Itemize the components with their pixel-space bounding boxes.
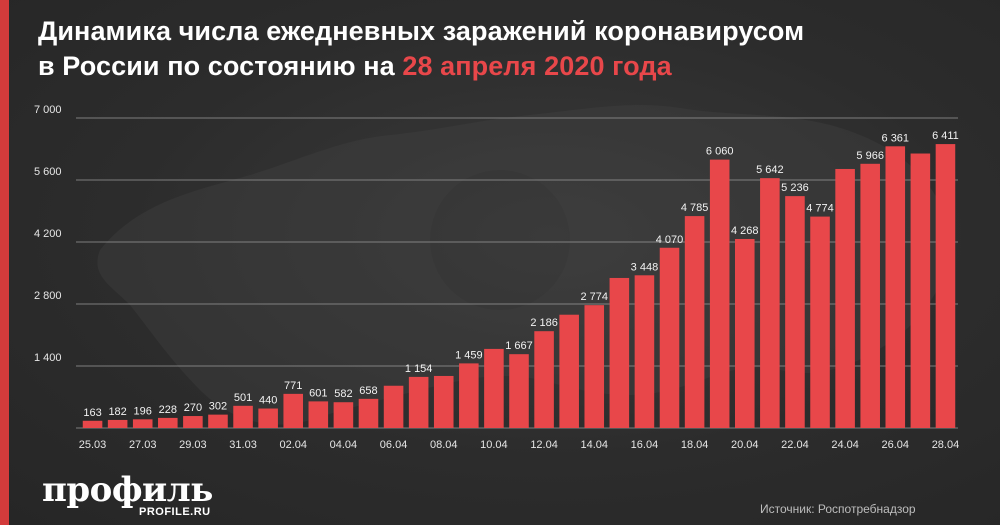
x-tick-label: 22.04 (781, 439, 809, 451)
bar-12.04 (534, 331, 554, 428)
x-tick-label: 08.04 (430, 439, 458, 451)
data-label: 1 459 (455, 349, 483, 361)
bar-18.04 (684, 216, 705, 428)
bar-chart: 163 182 196 228 270 302 501 440 771 601 582 658 1 15… (34, 104, 960, 451)
x-tick-label: 16.04 (631, 439, 659, 451)
bar-28.04 (935, 144, 956, 428)
data-label: 228 (159, 404, 177, 416)
data-label: 5 966 (856, 150, 884, 162)
bar-06.04 (383, 385, 404, 428)
data-label: 5 236 (781, 182, 809, 194)
accent-stripe (0, 0, 9, 525)
data-label: 4 070 (656, 234, 684, 246)
bar-24.04 (835, 168, 855, 429)
bar-29.03 (183, 416, 203, 428)
bar-27.03 (132, 419, 153, 428)
bar-17.04 (659, 247, 680, 428)
data-label: 4 268 (731, 225, 759, 237)
data-label: 270 (184, 402, 202, 414)
x-tick-label: 29.03 (179, 439, 207, 451)
bar-27.04 (910, 153, 931, 428)
data-label: 601 (309, 387, 327, 399)
bar-25.03 (82, 420, 103, 428)
bar-16.04 (634, 275, 655, 428)
x-tick-label: 26.04 (882, 439, 910, 451)
data-label: 196 (134, 405, 152, 417)
data-label: 1 154 (405, 363, 433, 375)
bar-03.04 (308, 401, 329, 428)
data-label: 5 642 (756, 164, 784, 176)
data-label: 163 (83, 407, 101, 419)
bar-23.04 (810, 216, 830, 428)
bar-30.03 (208, 414, 228, 428)
data-label: 582 (334, 388, 352, 400)
x-tick-label: 20.04 (731, 439, 759, 451)
data-label: 6 060 (706, 146, 734, 158)
title-date: 28 апреля 2020 года (402, 51, 672, 81)
data-label: 3 448 (631, 261, 659, 273)
data-label: 4 774 (806, 203, 834, 215)
y-tick-label: 2 800 (34, 290, 62, 302)
brand-domain: PROFILE.RU (139, 506, 211, 518)
x-tick-label: 12.04 (530, 439, 558, 451)
bar-05.04 (358, 398, 379, 428)
bar-22.04 (785, 196, 805, 428)
x-tick-label: 14.04 (580, 439, 608, 451)
data-label: 501 (234, 392, 252, 404)
chart-title: Динамика числа ежедневных заражений коро… (38, 14, 978, 84)
data-label: 771 (284, 380, 302, 392)
x-tick-label: 02.04 (279, 439, 307, 451)
bar-01.04 (258, 408, 278, 428)
bar-28.03 (158, 417, 178, 428)
x-tick-label: 10.04 (480, 439, 508, 451)
data-label: 2 774 (580, 291, 608, 303)
bar-20.04 (734, 238, 755, 428)
bar-21.04 (760, 178, 780, 428)
title-line-1: Динамика числа ежедневных заражений коро… (38, 16, 805, 46)
data-label: 440 (259, 395, 277, 407)
bar-09.04 (459, 363, 479, 428)
x-tick-label: 27.03 (129, 439, 157, 451)
bar-11.04 (509, 354, 529, 428)
source-note: Источник: Роспотребнадзор (760, 502, 916, 516)
x-tick-label: 04.04 (330, 439, 358, 451)
y-tick-label: 7 000 (34, 104, 62, 116)
y-tick-label: 1 400 (34, 352, 62, 364)
data-label: 1 667 (505, 340, 533, 352)
x-tick-label: 24.04 (831, 439, 859, 451)
x-tick-label: 31.03 (229, 439, 257, 451)
data-label: 6 411 (932, 130, 959, 142)
bar-04.04 (333, 402, 354, 428)
x-tick-label: 06.04 (380, 439, 408, 451)
x-tick-label: 25.03 (79, 439, 107, 451)
bar-10.04 (484, 348, 504, 428)
bar-19.04 (709, 159, 730, 428)
x-tick-label: 18.04 (681, 439, 709, 451)
bar-31.03 (233, 405, 253, 428)
bar-14.04 (584, 305, 605, 428)
title-line-2: в России по состоянию на 28 апреля 2020 … (38, 49, 978, 84)
data-label: 2 186 (530, 317, 558, 329)
bar-26.03 (107, 419, 128, 428)
data-label: 4 785 (681, 202, 709, 214)
bar-26.04 (885, 146, 906, 428)
brand-logo: профиль (42, 470, 213, 510)
bar-07.04 (408, 376, 429, 428)
y-tick-label: 4 200 (34, 228, 62, 240)
data-label: 302 (209, 401, 227, 413)
y-tick-label: 5 600 (34, 166, 62, 178)
data-label: 658 (359, 385, 377, 397)
data-label: 6 361 (882, 132, 910, 144)
bar-08.04 (433, 375, 454, 428)
data-label: 182 (108, 406, 126, 418)
bar-13.04 (559, 314, 579, 428)
bar-02.04 (283, 393, 304, 428)
bar-15.04 (609, 277, 630, 428)
bar-25.04 (860, 163, 880, 428)
title-line-2-prefix: в России по состоянию на (38, 51, 403, 81)
x-tick-label: 28.04 (932, 439, 960, 451)
